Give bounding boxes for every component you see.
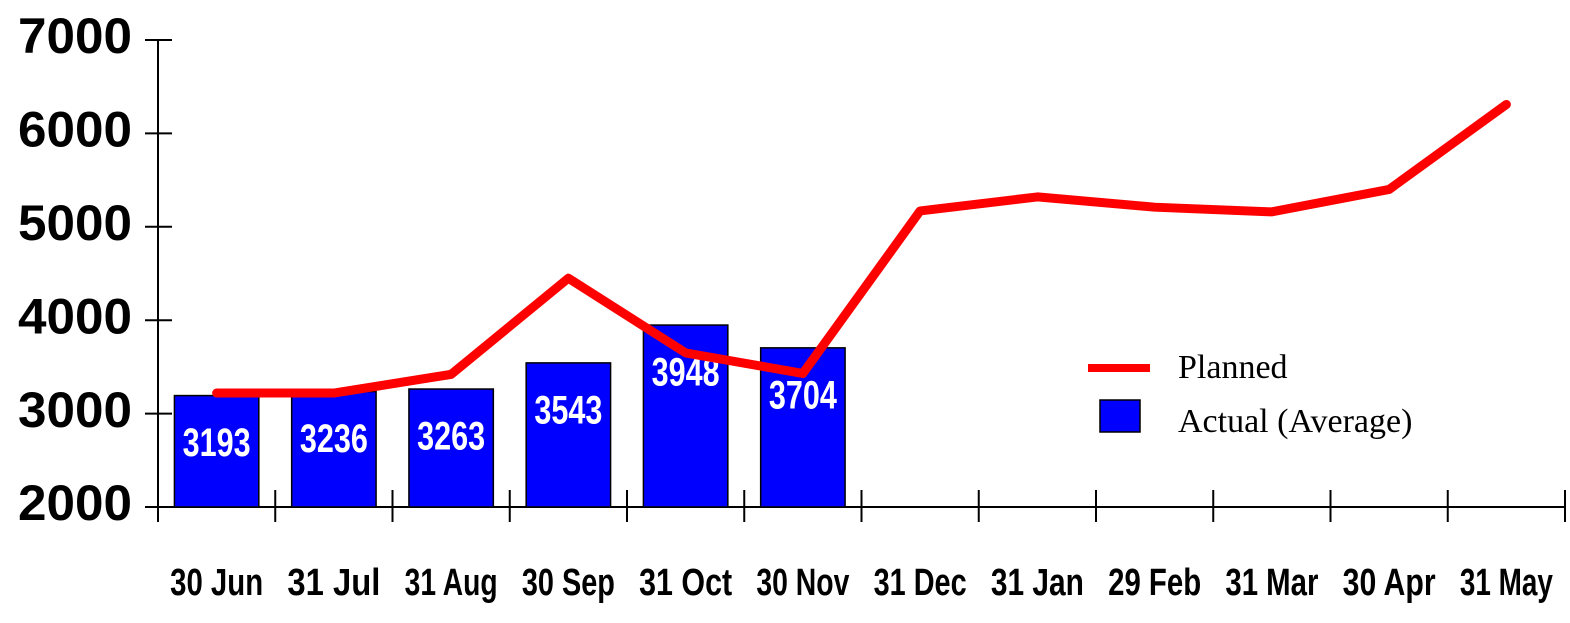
bar — [290, 390, 377, 508]
bar-value-label: 3193 — [183, 421, 251, 465]
x-tick-label: 30 Nov — [756, 562, 849, 604]
planned-line — [212, 99, 1511, 398]
x-tick-label: 30 Apr — [1343, 562, 1436, 604]
x-tick-label: 29 Feb — [1108, 562, 1201, 604]
y-tick-label: 5000 — [18, 195, 132, 251]
x-tick-label: 31 Jul — [287, 562, 380, 604]
x-tick-label: 31 Mar — [1225, 562, 1318, 604]
y-tick-label: 3000 — [18, 382, 132, 438]
legend-label: Planned — [1178, 349, 1288, 386]
x-tick-label: 31 Aug — [405, 562, 498, 604]
bar — [173, 394, 260, 508]
bar-value-label: 3236 — [300, 417, 368, 461]
bar-value-label: 3263 — [417, 415, 485, 459]
bar — [408, 388, 495, 508]
x-tick-label: 31 Jan — [991, 562, 1084, 604]
y-tick-label: 4000 — [18, 288, 132, 344]
x-tick-label: 30 Sep — [522, 562, 615, 604]
x-tick-label: 30 Jun — [170, 562, 263, 604]
legend-label: Actual (Average) — [1178, 403, 1412, 440]
bar-value-label: 3704 — [769, 373, 838, 417]
bar-value-label: 3543 — [534, 388, 602, 432]
x-tick-label: 31 Dec — [874, 562, 967, 604]
y-tick-label: 6000 — [18, 102, 132, 158]
x-tick-label: 31 May — [1460, 562, 1553, 604]
legend-swatch — [1099, 399, 1141, 433]
bar — [525, 362, 612, 508]
y-tick-label: 2000 — [18, 475, 132, 531]
y-tick-label: 7000 — [18, 8, 132, 64]
x-tick-label: 31 Oct — [639, 562, 732, 604]
